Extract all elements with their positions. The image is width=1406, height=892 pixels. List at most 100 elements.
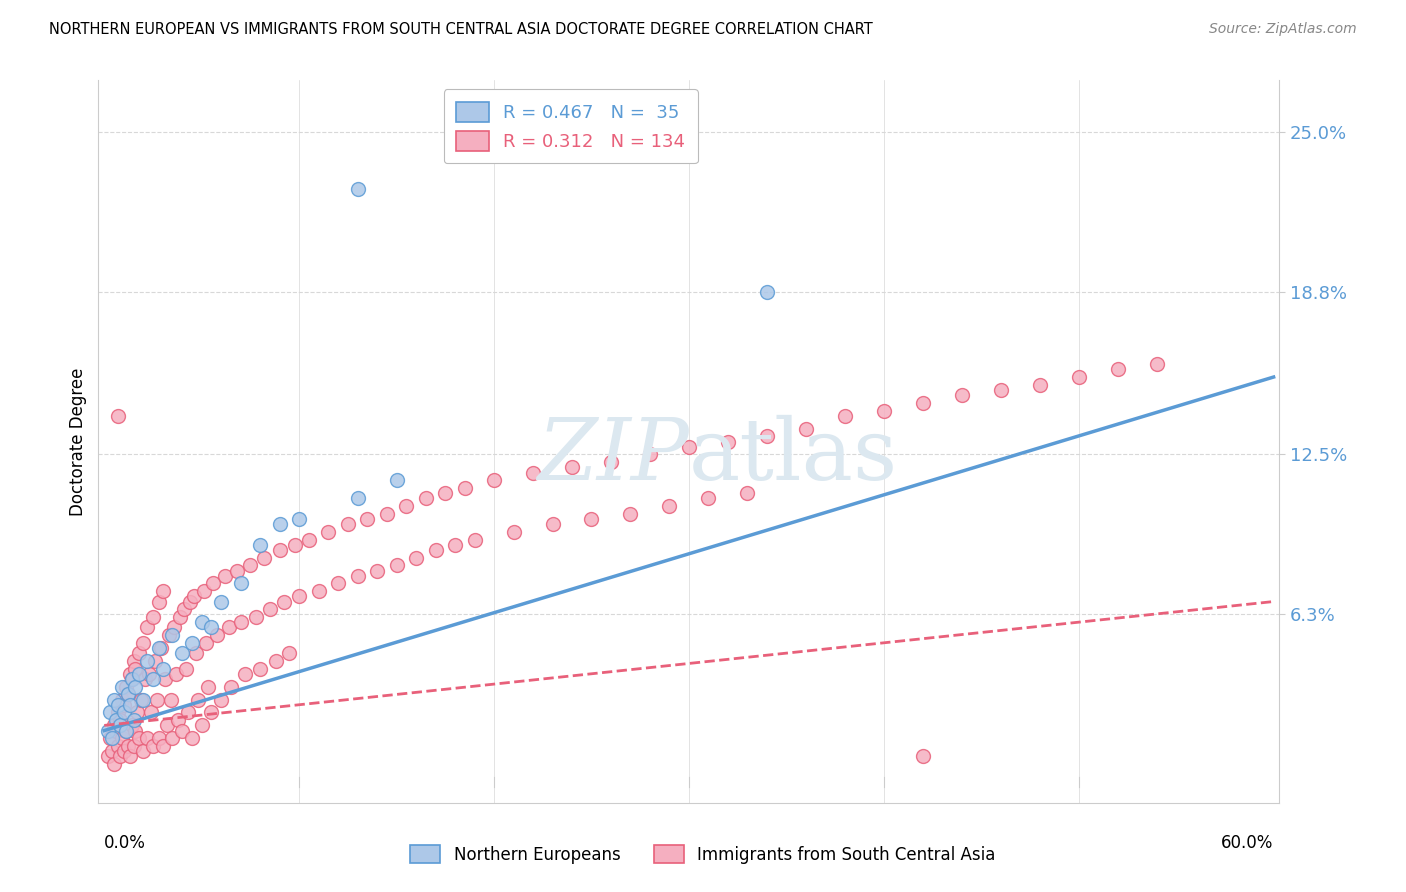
Point bbox=[108, 713, 131, 727]
Point bbox=[114, 680, 136, 694]
Point bbox=[142, 610, 165, 624]
Point bbox=[288, 512, 311, 526]
Point bbox=[678, 440, 700, 454]
Legend: Northern Europeans, Immigrants from South Central Asia: Northern Europeans, Immigrants from Sout… bbox=[404, 838, 1002, 871]
Point bbox=[522, 466, 544, 480]
Point bbox=[101, 731, 124, 746]
Point bbox=[122, 654, 145, 668]
Point bbox=[157, 628, 180, 642]
Point bbox=[395, 499, 418, 513]
Point bbox=[197, 680, 219, 694]
Point bbox=[619, 507, 641, 521]
Point bbox=[97, 749, 120, 764]
Point bbox=[104, 713, 127, 727]
Point bbox=[911, 396, 934, 410]
Point bbox=[103, 757, 125, 772]
Point bbox=[737, 486, 759, 500]
Point bbox=[118, 698, 141, 712]
Point bbox=[209, 692, 232, 706]
Point bbox=[482, 473, 505, 487]
Point bbox=[177, 706, 200, 720]
Point bbox=[172, 646, 194, 660]
Point bbox=[97, 723, 120, 738]
Point bbox=[218, 620, 240, 634]
Point bbox=[152, 584, 174, 599]
Point bbox=[174, 662, 197, 676]
Point bbox=[122, 739, 145, 753]
Point bbox=[162, 731, 184, 746]
Point bbox=[990, 383, 1012, 397]
Point bbox=[336, 517, 359, 532]
Point bbox=[132, 744, 155, 758]
Point bbox=[132, 692, 155, 706]
Point bbox=[103, 692, 125, 706]
Point bbox=[1146, 357, 1168, 371]
Point bbox=[717, 434, 740, 449]
Point bbox=[128, 731, 150, 746]
Point bbox=[366, 564, 388, 578]
Point bbox=[121, 718, 143, 732]
Point bbox=[132, 636, 155, 650]
Point bbox=[425, 542, 447, 557]
Point bbox=[326, 576, 349, 591]
Point bbox=[225, 564, 247, 578]
Point bbox=[202, 576, 225, 591]
Point bbox=[124, 662, 146, 676]
Point bbox=[249, 662, 271, 676]
Point bbox=[444, 538, 467, 552]
Point bbox=[346, 181, 368, 195]
Point bbox=[253, 550, 276, 565]
Point bbox=[138, 666, 160, 681]
Point bbox=[136, 654, 159, 668]
Point bbox=[405, 550, 427, 565]
Point bbox=[136, 620, 159, 634]
Point bbox=[356, 512, 378, 526]
Point bbox=[112, 706, 135, 720]
Point bbox=[184, 646, 207, 660]
Point bbox=[108, 718, 131, 732]
Point bbox=[162, 628, 184, 642]
Point bbox=[111, 680, 134, 694]
Point bbox=[541, 517, 564, 532]
Point bbox=[107, 409, 129, 423]
Point bbox=[183, 590, 205, 604]
Point bbox=[128, 666, 150, 681]
Point bbox=[163, 620, 186, 634]
Point bbox=[454, 481, 477, 495]
Point bbox=[834, 409, 856, 423]
Point bbox=[200, 620, 222, 634]
Point bbox=[200, 706, 222, 720]
Text: 60.0%: 60.0% bbox=[1222, 834, 1274, 852]
Point bbox=[148, 640, 170, 655]
Point bbox=[114, 723, 136, 738]
Point bbox=[179, 594, 201, 608]
Point bbox=[581, 512, 603, 526]
Point bbox=[136, 731, 159, 746]
Legend: R = 0.467   N =  35, R = 0.312   N = 134: R = 0.467 N = 35, R = 0.312 N = 134 bbox=[444, 89, 697, 163]
Point bbox=[121, 672, 143, 686]
Text: NORTHERN EUROPEAN VS IMMIGRANTS FROM SOUTH CENTRAL ASIA DOCTORATE DEGREE CORRELA: NORTHERN EUROPEAN VS IMMIGRANTS FROM SOU… bbox=[49, 22, 873, 37]
Point bbox=[1107, 362, 1129, 376]
Point bbox=[107, 739, 129, 753]
Point bbox=[259, 602, 281, 616]
Point bbox=[181, 636, 204, 650]
Point bbox=[229, 615, 252, 630]
Point bbox=[207, 628, 229, 642]
Point bbox=[755, 429, 778, 443]
Point bbox=[873, 403, 896, 417]
Point bbox=[233, 666, 256, 681]
Point bbox=[112, 698, 135, 712]
Point bbox=[950, 388, 973, 402]
Point bbox=[269, 517, 291, 532]
Point bbox=[434, 486, 457, 500]
Point bbox=[148, 594, 170, 608]
Point bbox=[911, 749, 934, 764]
Point bbox=[152, 739, 174, 753]
Point bbox=[245, 610, 267, 624]
Point bbox=[107, 706, 129, 720]
Point bbox=[173, 602, 195, 616]
Point bbox=[755, 285, 778, 299]
Text: ZIP: ZIP bbox=[537, 415, 689, 498]
Point bbox=[146, 692, 169, 706]
Point bbox=[169, 610, 191, 624]
